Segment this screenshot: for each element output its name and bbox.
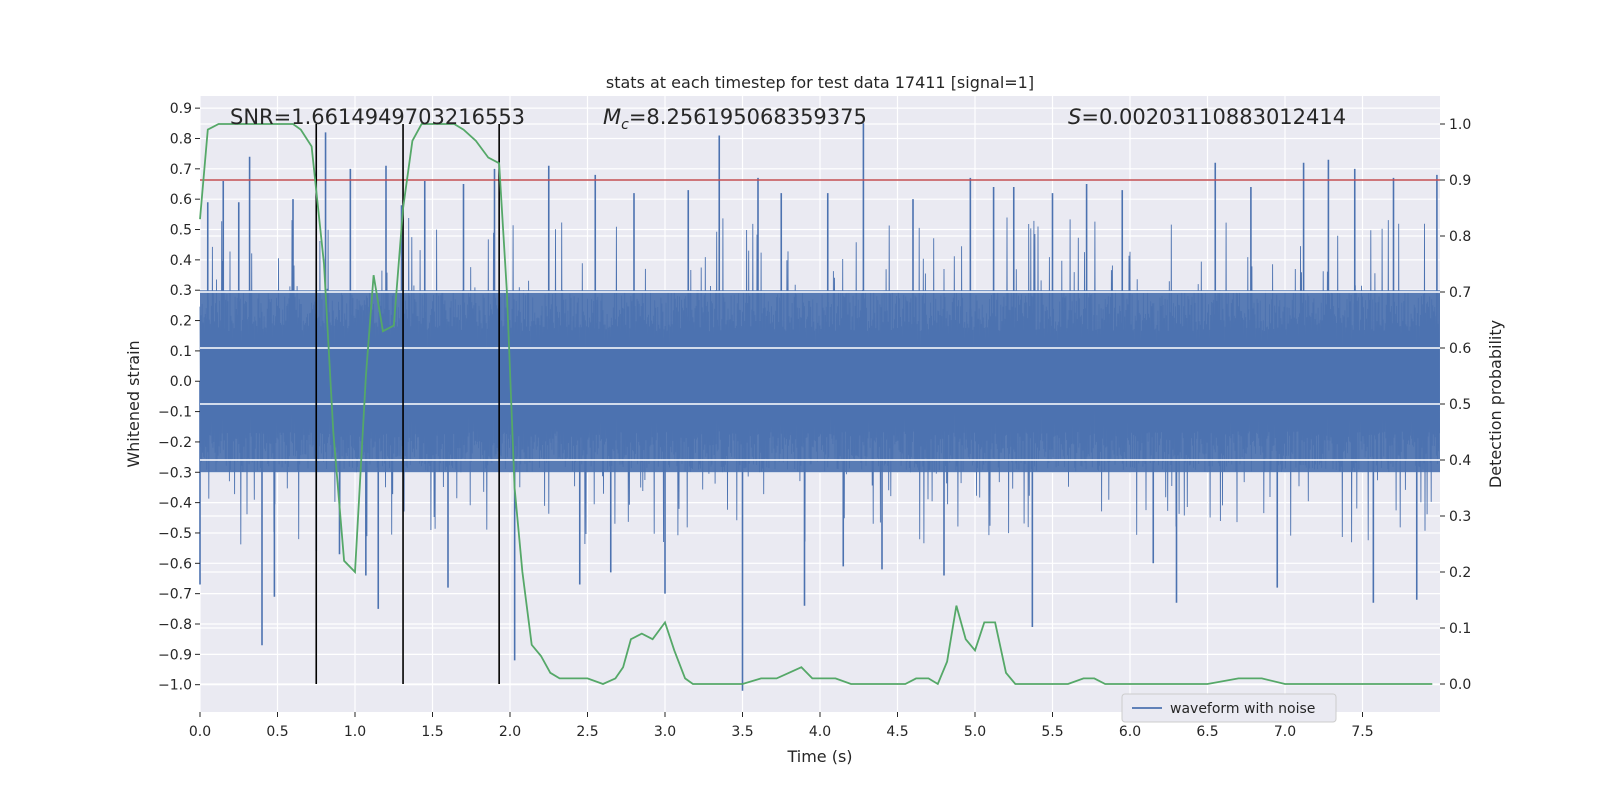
- y-tick-label: 0.3: [170, 283, 192, 299]
- y2-tick-label: 0.7: [1449, 285, 1471, 301]
- s-annotation: S=0.00203110883012414: [1068, 105, 1346, 129]
- y2-tick-label: 0.6: [1449, 341, 1471, 357]
- s-value: =0.00203110883012414: [1081, 105, 1346, 129]
- y-tick-label: −0.6: [158, 556, 192, 572]
- y-tick-label: 0.7: [170, 162, 192, 178]
- s-symbol: S: [1068, 105, 1081, 129]
- y-tick-label: 0.5: [170, 223, 192, 239]
- y-tick-label: 0.1: [170, 344, 192, 360]
- axes: 0.9 0.8 0.7 0.6 0.5 0.4 0.3 0.2 0.1 0.0 −0.1 −0.2 −0…: [158, 101, 1471, 740]
- probability-line: [199, 123, 1433, 686]
- y-tick-label: 0.4: [170, 253, 192, 269]
- y-tick-label: −0.1: [158, 405, 192, 421]
- x-tick-label: 5.5: [1041, 724, 1063, 740]
- x-tick-label: 6.0: [1119, 724, 1141, 740]
- y-tick-label: −0.4: [158, 496, 192, 512]
- snr-annotation: SNR=1.6614949703216553: [230, 105, 525, 129]
- probability-series: [199, 123, 1433, 686]
- waveform-series: [199, 123, 1440, 691]
- chirp-mass-symbol: M: [603, 105, 621, 129]
- legend[interactable]: waveform with noise: [1121, 693, 1337, 723]
- x-tick-label: 1.5: [421, 724, 443, 740]
- x-tick-label: 0.0: [189, 724, 211, 740]
- x-tick-label: 1.0: [344, 724, 366, 740]
- y2-tick-label: 0.2: [1449, 565, 1471, 581]
- x-tick-label: 7.5: [1351, 724, 1373, 740]
- y-tick-label: −0.8: [158, 617, 192, 633]
- y2-tick-label: 0.1: [1449, 621, 1471, 637]
- x-tick-label: 4.0: [809, 724, 831, 740]
- y-axis-label: Whitened strain: [124, 340, 143, 467]
- legend-box: [1121, 693, 1337, 723]
- chirp-mass-value: =8.256195068359375: [629, 105, 867, 129]
- x-tick-label: 0.5: [266, 724, 288, 740]
- x-tick-label: 5.0: [964, 724, 986, 740]
- x-axis-label: Time (s): [786, 747, 852, 766]
- x-tick-label: 3.0: [654, 724, 676, 740]
- y-tick-label: −0.7: [158, 587, 192, 603]
- y2-tick-label: 0.9: [1449, 173, 1471, 189]
- y-tick-label: −0.5: [158, 526, 192, 542]
- x-tick-label: 4.5: [886, 724, 908, 740]
- x-tick-label: 3.5: [731, 724, 753, 740]
- y-tick-label: 0.6: [170, 192, 192, 208]
- chirp-mass-subscript: c: [621, 117, 629, 133]
- y2-tick-label: 0.5: [1449, 397, 1471, 413]
- y-tick-label: −0.2: [158, 435, 192, 451]
- y-tick-label: 0.2: [170, 314, 192, 330]
- y2-tick-label: 0.3: [1449, 509, 1471, 525]
- x-tick-label: 6.5: [1196, 724, 1218, 740]
- y2-tick-label: 0.8: [1449, 229, 1471, 245]
- y-tick-label: 0.0: [170, 374, 192, 390]
- y2-tick-label: 0.4: [1449, 453, 1471, 469]
- x-tick-label: 2.0: [499, 724, 521, 740]
- waveform-core-band: [200, 290, 1440, 473]
- x-tick-label: 2.5: [576, 724, 598, 740]
- chart-title: stats at each timestep for test data 174…: [606, 73, 1034, 92]
- x-tick-label: 7.0: [1274, 724, 1296, 740]
- y2-axis-label: Detection probability: [1486, 320, 1505, 488]
- y-tick-label: 0.9: [170, 101, 192, 117]
- y-tick-label: −0.3: [158, 465, 192, 481]
- legend-label-waveform: waveform with noise: [1170, 701, 1315, 717]
- chirp-mass-annotation: Mc=8.256195068359375: [603, 105, 867, 133]
- y2-tick-label: 0.0: [1449, 677, 1471, 693]
- y2-tick-label: 1.0: [1449, 117, 1471, 133]
- y-tick-label: −1.0: [158, 678, 192, 694]
- y-tick-label: −0.9: [158, 647, 192, 663]
- y-tick-label: 0.8: [170, 131, 192, 147]
